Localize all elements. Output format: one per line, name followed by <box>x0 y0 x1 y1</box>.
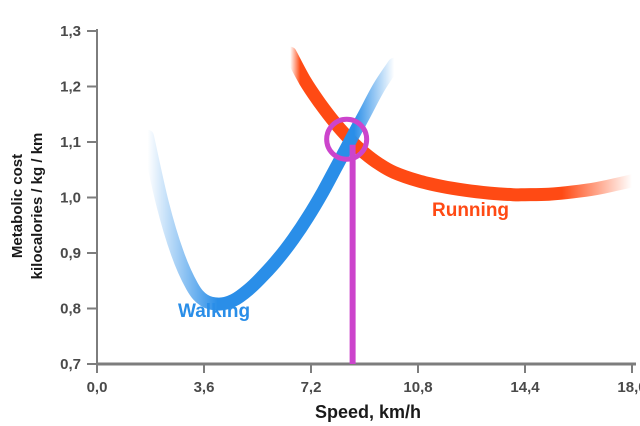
y-axis-title-line-1: Metabolic cost <box>9 154 26 258</box>
x-tick-label: 10,8 <box>403 379 432 396</box>
y-tick-label: 0,8 <box>60 301 81 318</box>
annotations <box>324 116 370 364</box>
y-tick-label: 0,7 <box>60 356 81 373</box>
crossover-marker-circle <box>324 116 370 162</box>
x-tick-label: 7,2 <box>301 379 322 396</box>
y-tick-label: 0,9 <box>60 245 81 262</box>
x-tick-label: 3,6 <box>194 379 215 396</box>
series-label-walking: Walking <box>178 301 250 322</box>
y-axis-title-line-2: kilocalories / kg / km <box>29 133 46 280</box>
series-label-running: Running <box>432 200 509 221</box>
x-axis-title: Speed, km/h <box>315 402 421 422</box>
series-line-running <box>283 46 639 202</box>
x-tick-label: 0,0 <box>87 379 108 396</box>
curves <box>141 46 639 311</box>
axes: 0,7 0,8 0,9 1,0 1,1 1,2 1,3 0,0 3,6 7,2 10,8 14,4 18… <box>60 23 640 396</box>
y-tick-label: 1,2 <box>60 79 81 96</box>
series-line-walking <box>141 57 401 311</box>
x-tick-label: 18,0 <box>617 379 640 396</box>
y-tick-label: 1,0 <box>60 190 81 207</box>
y-tick-label: 1,3 <box>60 23 81 40</box>
x-tick-label: 14,4 <box>510 379 540 396</box>
y-tick-label: 1,1 <box>60 134 81 151</box>
labels: Metabolic cost kilocalories / kg / km Sp… <box>9 133 509 422</box>
